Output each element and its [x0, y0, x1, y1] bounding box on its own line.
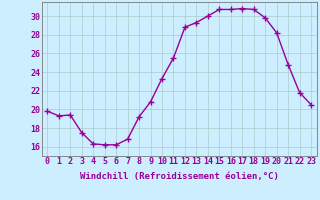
- X-axis label: Windchill (Refroidissement éolien,°C): Windchill (Refroidissement éolien,°C): [80, 172, 279, 181]
